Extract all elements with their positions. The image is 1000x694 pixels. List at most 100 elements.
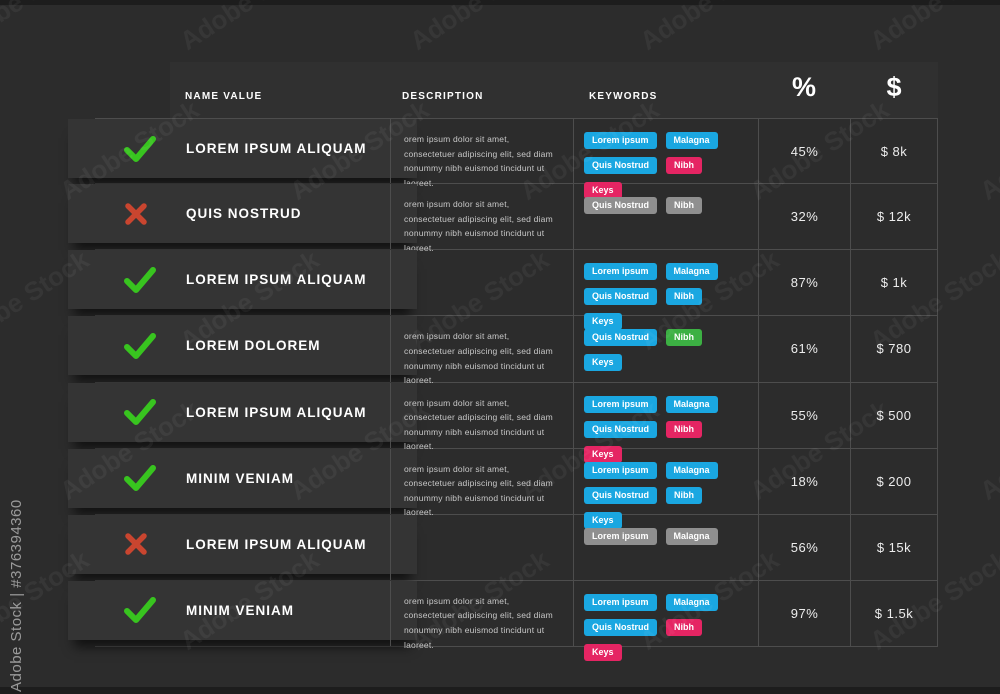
keyword-tag[interactable]: Malagna <box>665 132 718 149</box>
watermark-text: Adobe Stock <box>864 0 1000 56</box>
table-row: LOREM IPSUM ALIQUAM Lorem ipsum Malagna 5… <box>68 514 938 581</box>
row-percent-value: 61% <box>758 316 850 382</box>
row-keywords-cell: Quis Nostrud Nibh <box>573 184 758 250</box>
check-icon <box>123 332 159 360</box>
keyword-tag[interactable]: Lorem ipsum <box>584 395 657 413</box>
row-keywords-cell: Lorem ipsum Malagna <box>573 514 758 580</box>
row-price-value: $ 1k <box>850 250 938 316</box>
column-header-name-value: NAME VALUE <box>185 91 263 102</box>
check-icon <box>123 266 159 294</box>
keyword-tag[interactable]: Quis Nostrud <box>584 157 658 174</box>
keyword-tag[interactable]: Quis Nostrud <box>584 486 658 504</box>
table-row: LOREM IPSUM ALIQUAM Lorem ipsum Malagna Qu… <box>68 250 938 331</box>
row-keywords-cell: Lorem ipsum Malagna Quis Nostrud Nibh Keys <box>573 119 758 199</box>
row-name-card[interactable]: LOREM DOLOREM <box>68 316 417 376</box>
row-name-card[interactable]: LOREM IPSUM ALIQUAM <box>68 119 417 178</box>
keyword-tag[interactable]: Keys <box>584 182 622 199</box>
bottom-border-bar <box>0 687 1000 694</box>
keyword-tag[interactable]: Malagna <box>665 461 718 479</box>
keyword-tag[interactable]: Nibh <box>666 420 703 438</box>
row-percent-value: 18% <box>758 448 850 514</box>
keyword-tag[interactable]: Nibh <box>666 157 703 174</box>
row-name-label: LOREM DOLOREM <box>186 338 321 354</box>
keyword-tag[interactable]: Keys <box>584 354 622 372</box>
keyword-tag[interactable]: Lorem ipsum <box>584 263 657 281</box>
column-header-price: $ <box>886 72 902 102</box>
keyword-tag[interactable]: Nibh <box>666 618 703 636</box>
row-percent-value: 32% <box>758 184 850 250</box>
stock-id-watermark: Adobe Stock | #376394360 <box>8 499 25 692</box>
watermark-text: Adobe Stock <box>0 0 94 56</box>
row-name-label: LOREM IPSUM ALIQUAM <box>186 272 367 288</box>
row-name-card[interactable]: MINIM VENIAM <box>68 580 417 640</box>
keyword-tag[interactable]: Nibh <box>666 329 703 347</box>
keyword-tag[interactable]: Quis Nostrud <box>584 618 658 636</box>
keyword-tag[interactable]: Malagna <box>665 395 718 413</box>
row-price-value: $ 15k <box>850 514 938 580</box>
table-row: LOREM IPSUM ALIQUAM orem ipsum dolor sit… <box>68 118 938 199</box>
row-keywords-cell: Lorem ipsum Malagna Quis Nostrud Nibh Keys <box>573 250 758 331</box>
table-row: MINIM VENIAM orem ipsum dolor sit amet, … <box>68 448 938 529</box>
check-icon <box>123 596 159 624</box>
keyword-tag[interactable]: Keys <box>584 643 622 661</box>
keyword-tag[interactable]: Malagna <box>665 263 718 281</box>
keyword-tag[interactable]: Keys <box>584 445 622 463</box>
row-keywords-cell: Lorem ipsum Malagna Quis Nostrud Nibh Keys <box>573 382 758 463</box>
keyword-tag[interactable]: Quis Nostrud <box>584 288 658 306</box>
row-description: orem ipsum dolor sit amet, consectetuer … <box>390 119 573 188</box>
row-description: orem ipsum dolor sit amet, consectetuer … <box>390 184 573 253</box>
row-price-value: $ 200 <box>850 448 938 514</box>
check-icon <box>123 398 159 426</box>
row-keywords-cell: Lorem ipsum Malagna Quis Nostrud Nibh Keys <box>573 448 758 529</box>
keyword-tag[interactable]: Malagna <box>665 593 718 611</box>
table-row: LOREM IPSUM ALIQUAM orem ipsum dolor sit… <box>68 382 938 463</box>
keyword-tag[interactable]: Nibh <box>666 197 703 215</box>
row-name-label: LOREM IPSUM ALIQUAM <box>186 536 367 552</box>
keyword-tag[interactable]: Lorem ipsum <box>584 593 657 611</box>
row-description: orem ipsum dolor sit amet, consectetuer … <box>390 316 573 385</box>
row-description <box>390 514 573 580</box>
keyword-tag[interactable]: Keys <box>584 313 622 331</box>
watermark-text: Adobe Stock <box>974 394 1000 506</box>
column-header-percent: % <box>791 72 816 102</box>
row-name-card[interactable]: LOREM IPSUM ALIQUAM <box>68 382 417 442</box>
keyword-tag[interactable]: Nibh <box>666 486 703 504</box>
cross-icon <box>123 531 159 557</box>
row-price-value: $ 1.5k <box>850 580 938 646</box>
keyword-tag[interactable]: Lorem ipsum <box>584 132 657 149</box>
row-price-value: $ 12k <box>850 184 938 250</box>
check-icon <box>123 464 159 492</box>
keyword-tag[interactable]: Quis Nostrud <box>584 420 658 438</box>
watermark-text: Adobe Stock <box>974 94 1000 206</box>
watermark-text: Adobe Stock <box>174 0 324 56</box>
row-name-card[interactable]: QUIS NOSTRUD <box>68 184 417 244</box>
check-icon <box>123 135 159 163</box>
row-name-card[interactable]: MINIM VENIAM <box>68 448 417 508</box>
table-grid: LOREM IPSUM ALIQUAM orem ipsum dolor sit… <box>68 118 938 661</box>
table-row: MINIM VENIAM orem ipsum dolor sit amet, … <box>68 580 938 661</box>
keyword-tag[interactable]: Keys <box>584 511 622 529</box>
keyword-tag[interactable]: Lorem ipsum <box>584 527 657 545</box>
row-keywords-cell: Quis Nostrud Nibh Keys <box>573 316 758 382</box>
row-name-label: MINIM VENIAM <box>186 470 294 486</box>
keyword-tag[interactable]: Nibh <box>666 288 703 306</box>
keyword-tag[interactable]: Lorem ipsum <box>584 461 657 479</box>
row-keywords-cell: Lorem ipsum Malagna Quis Nostrud Nibh Keys <box>573 580 758 661</box>
table-row: QUIS NOSTRUD orem ipsum dolor sit amet, … <box>68 184 938 253</box>
row-price-value: $ 8k <box>850 119 938 184</box>
keyword-tag[interactable]: Malagna <box>665 527 718 545</box>
row-percent-value: 45% <box>758 119 850 184</box>
column-header-description: DESCRIPTION <box>402 91 484 102</box>
row-name-card[interactable]: LOREM IPSUM ALIQUAM <box>68 250 417 310</box>
row-name-label: MINIM VENIAM <box>186 602 294 618</box>
row-price-value: $ 500 <box>850 382 938 448</box>
keyword-tag[interactable]: Quis Nostrud <box>584 329 658 347</box>
row-percent-value: 97% <box>758 580 850 646</box>
cross-icon <box>123 201 159 227</box>
row-name-card[interactable]: LOREM IPSUM ALIQUAM <box>68 514 417 574</box>
keyword-tag[interactable]: Quis Nostrud <box>584 197 658 215</box>
row-name-label: LOREM IPSUM ALIQUAM <box>186 141 367 156</box>
table-row: LOREM DOLOREM orem ipsum dolor sit amet,… <box>68 316 938 385</box>
row-percent-value: 87% <box>758 250 850 316</box>
